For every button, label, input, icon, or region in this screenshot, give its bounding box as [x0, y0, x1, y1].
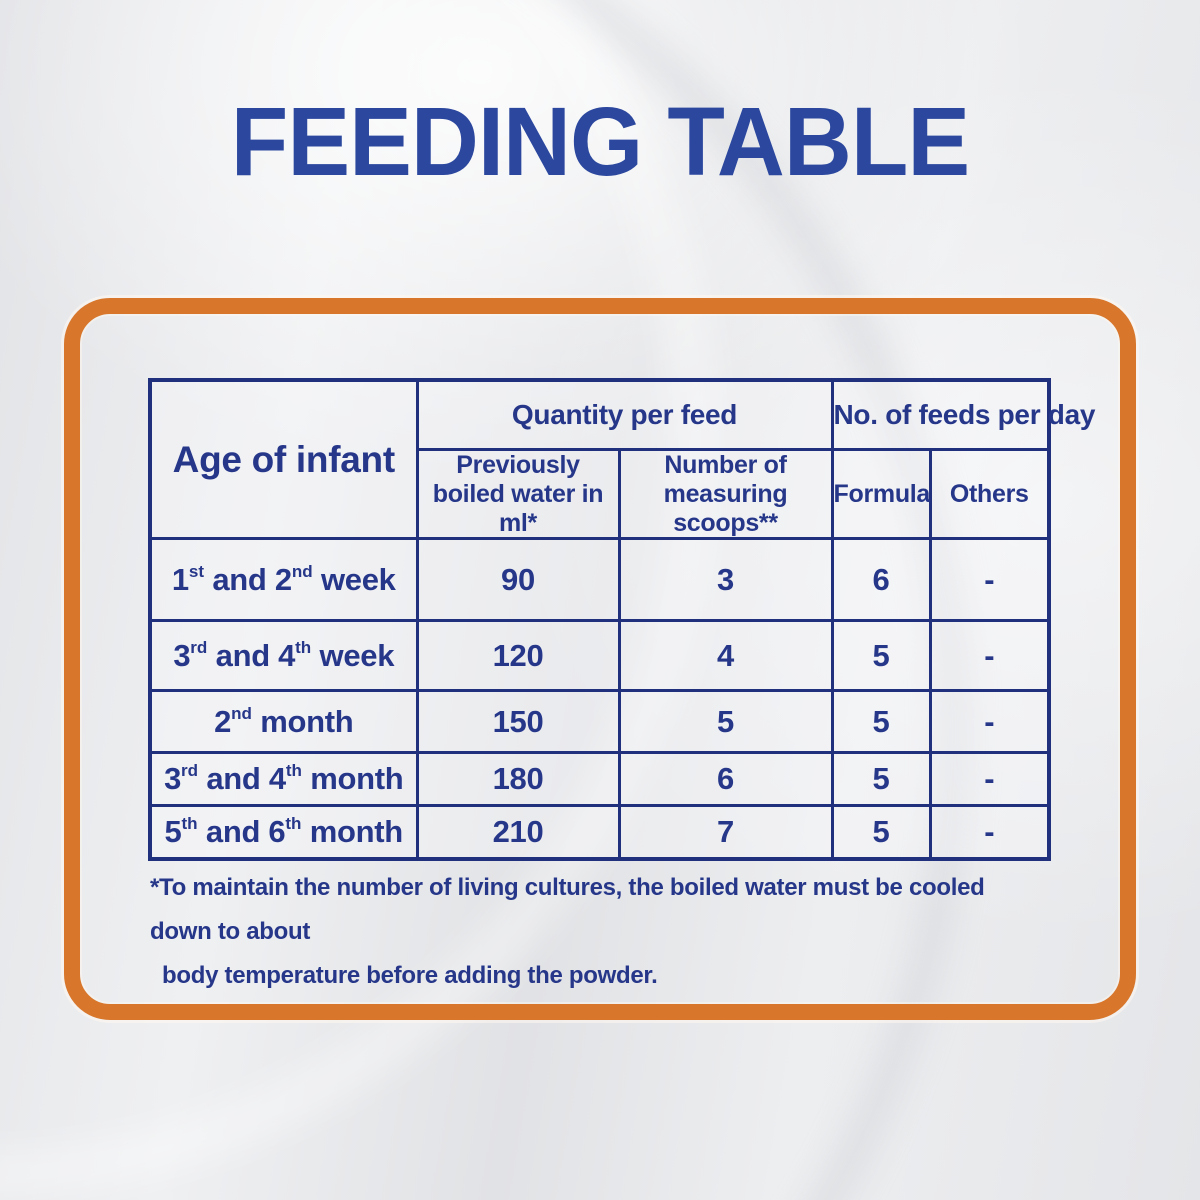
scoops-cell: 4 [617, 619, 834, 693]
table-row: 5th and 6th month 210 7 5- [148, 804, 1051, 861]
table-row: 1st and 2nd week 90 3 6- [148, 537, 1051, 623]
table-row: 2nd month 150 5 5- [148, 689, 1051, 755]
others-cell: - [928, 619, 1051, 693]
formula-cell: 5 [830, 751, 932, 808]
others-cell: - [928, 537, 1051, 623]
col-header-measuring-scoops: Number of measuring scoops** [617, 447, 834, 541]
scoops-cell: 6 [617, 751, 834, 808]
col-header-age-of-infant: Age of infant [148, 378, 419, 541]
orange-frame: Age of infant Quantity per feed No. of f… [64, 298, 1136, 1020]
col-group-feeds-per-day: No. of feeds per day [830, 378, 1095, 451]
scoops-cell: 5 [617, 689, 834, 755]
col-header-others: Others [928, 447, 1051, 541]
age-cell: 3rd and 4th week [148, 619, 419, 693]
others-cell: - [928, 804, 1051, 861]
table-body: 1st and 2nd week 90 3 6-3rd and 4th week 120… [148, 537, 1051, 861]
formula-cell: 6 [830, 537, 932, 623]
footnote-line: *To maintain the number of living cultur… [150, 874, 985, 945]
formula-cell: 5 [830, 804, 932, 861]
water-cell: 180 [415, 751, 621, 808]
formula-cell: 5 [830, 689, 932, 755]
age-cell: 1st and 2nd week [148, 537, 419, 623]
footnote: *To maintain the number of living cultur… [150, 866, 1000, 998]
col-group-quantity-per-feed: Quantity per feed [415, 378, 834, 451]
scoops-cell: 3 [617, 537, 834, 623]
scoops-cell: 7 [617, 804, 834, 861]
age-cell: 5th and 6th month [148, 804, 419, 861]
footnote-line: body temperature before adding the powde… [162, 962, 658, 989]
col-header-boiled-water: Previously boiled water in ml* [415, 447, 621, 541]
others-cell: - [928, 751, 1051, 808]
water-cell: 120 [415, 619, 621, 693]
others-cell: - [928, 689, 1051, 755]
table-row: 3rd and 4th month 180 6 5- [148, 751, 1051, 808]
table-header: Age of infant Quantity per feed No. of f… [148, 378, 1095, 541]
age-cell: 2nd month [148, 689, 419, 755]
col-header-formula: Formula [830, 447, 932, 541]
water-cell: 210 [415, 804, 621, 861]
water-cell: 90 [415, 537, 621, 623]
table-row: 3rd and 4th week 120 4 5- [148, 619, 1051, 693]
feeding-table: Age of infant Quantity per feed No. of f… [148, 378, 1095, 862]
page-title: FEEDING TABLE [230, 87, 970, 196]
age-cell: 3rd and 4th month [148, 751, 419, 808]
water-cell: 150 [415, 689, 621, 755]
formula-cell: 5 [830, 619, 932, 693]
